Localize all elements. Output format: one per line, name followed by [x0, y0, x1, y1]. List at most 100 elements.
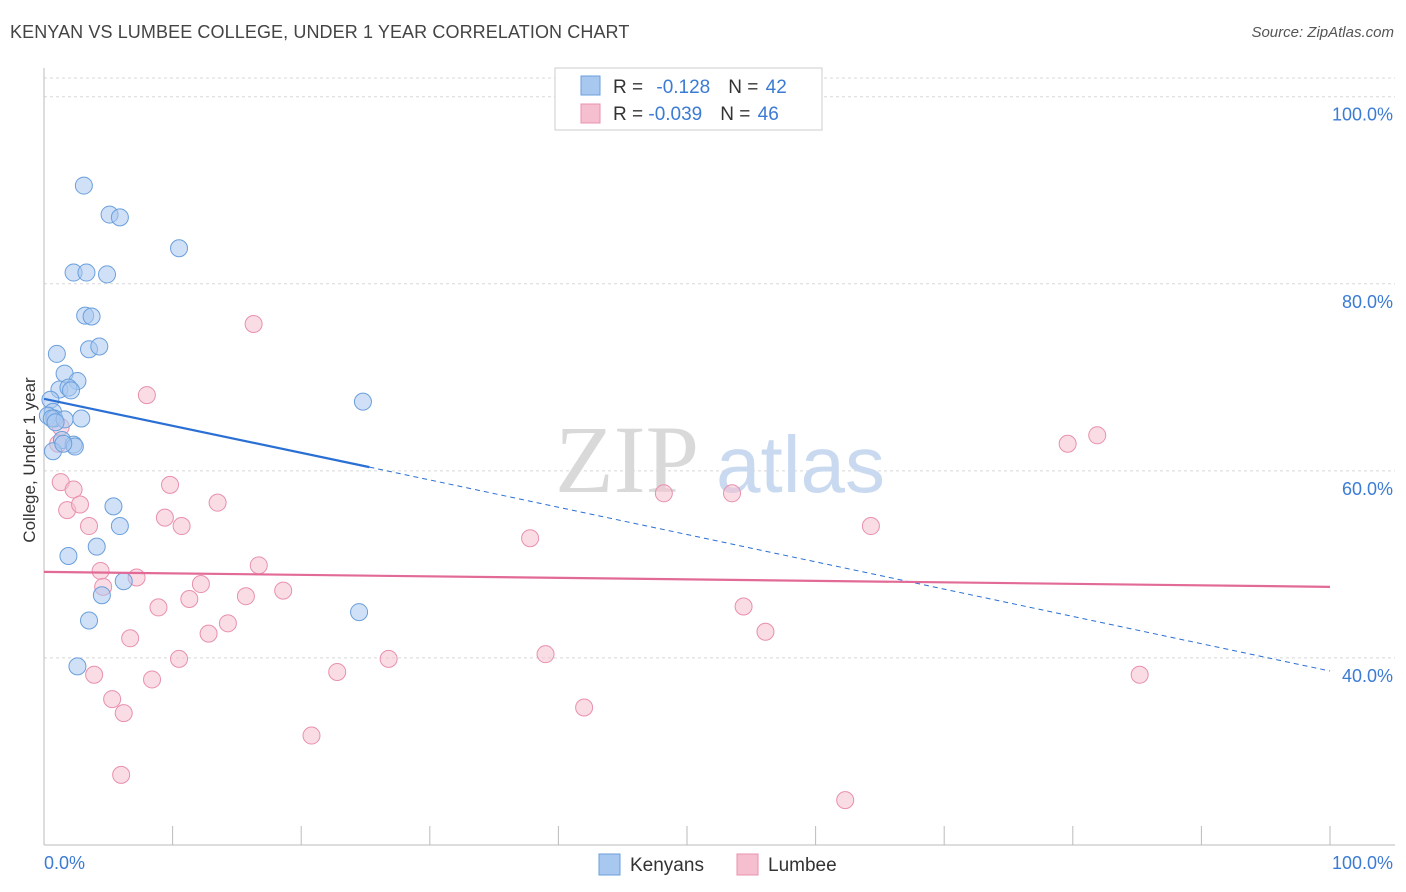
lumbee-point — [112, 765, 131, 784]
lumbee-point — [137, 386, 156, 405]
kenyans-point — [68, 657, 87, 676]
lumbee-point — [328, 662, 347, 681]
legend-n-label: N = — [728, 77, 763, 98]
lumbee-point — [143, 670, 162, 689]
kenyans-point — [98, 265, 117, 284]
legend-box: R = -0.128 N = 42 R = -0.039 N = 46 — [554, 67, 823, 131]
kenyans-point — [46, 413, 65, 432]
lumbee-point — [155, 508, 174, 527]
kenyans-series — [38, 176, 372, 676]
trend-lines — [43, 397, 1331, 672]
kenyans-point — [80, 611, 99, 630]
legend-r-value: -0.128 — [656, 77, 710, 98]
lumbee-point — [302, 726, 321, 745]
lumbee-point — [85, 665, 104, 684]
lumbee-series — [49, 315, 1149, 810]
kenyans-point — [104, 497, 123, 516]
kenyans-point — [77, 263, 96, 282]
legend-n-label: N = — [720, 104, 755, 125]
legend-swatch-lumbee — [580, 103, 601, 124]
y-tick-label: 100.0% — [1332, 105, 1393, 125]
kenyans-point — [74, 176, 93, 195]
kenyans-point — [353, 392, 372, 411]
kenyans-point — [87, 537, 106, 556]
kenyans-point — [110, 208, 129, 227]
kenyans-trend-extension — [369, 466, 1331, 672]
lumbee-point — [861, 517, 880, 536]
lumbee-point — [218, 614, 237, 633]
lumbee-point — [91, 561, 110, 580]
chart-title: KENYAN VS LUMBEE COLLEGE, UNDER 1 YEAR C… — [10, 22, 630, 42]
tick-labels: 40.0% 60.0% 80.0% 100.0% 0.0% 100.0% — [44, 105, 1393, 873]
legend-r-label: R = — [613, 77, 648, 98]
y-tick-label: 80.0% — [1342, 292, 1393, 312]
watermark: ZIP atlas — [555, 406, 885, 513]
lumbee-point — [236, 587, 255, 606]
y-axis-label: College, Under 1 year — [20, 377, 39, 543]
lumbee-point — [756, 622, 775, 641]
kenyans-point — [54, 434, 73, 453]
lumbee-point — [723, 484, 742, 503]
bottom-legend-swatch-lumbee — [736, 853, 759, 876]
x-tick-label: 0.0% — [44, 853, 85, 873]
legend-n-value: 42 — [766, 77, 787, 98]
axes — [43, 68, 1395, 846]
lumbee-point — [249, 556, 268, 575]
bottom-legend-kenyans: Kenyans — [630, 855, 704, 876]
gridlines — [44, 77, 1395, 659]
lumbee-point — [121, 629, 140, 648]
lumbee-point — [244, 315, 263, 334]
kenyans-trend-line — [43, 397, 370, 469]
lumbee-point — [170, 649, 189, 668]
legend-r-value: -0.039 — [648, 104, 702, 125]
lumbee-point — [80, 517, 99, 536]
kenyans-point — [82, 307, 101, 326]
kenyans-point — [92, 586, 111, 605]
lumbee-point — [379, 649, 398, 668]
lumbee-point — [180, 589, 199, 608]
watermark-zip: ZIP — [555, 406, 699, 513]
y-tick-label: 40.0% — [1342, 666, 1393, 686]
bottom-legend-swatch-kenyans — [598, 853, 621, 876]
lumbee-trend-line — [43, 570, 1331, 588]
lumbee-point — [191, 575, 210, 594]
lumbee-point — [274, 581, 293, 600]
bottom-legend: Kenyans Lumbee — [598, 853, 837, 876]
lumbee-point — [208, 493, 227, 512]
lumbee-point — [172, 517, 191, 536]
kenyans-point — [62, 381, 81, 400]
y-tick-label: 60.0% — [1342, 479, 1393, 499]
watermark-atlas: atlas — [716, 420, 885, 509]
kenyans-point — [170, 239, 189, 258]
lumbee-point — [1058, 434, 1077, 453]
lumbee-point — [521, 529, 540, 548]
kenyans-point — [47, 344, 66, 363]
bottom-legend-lumbee: Lumbee — [768, 855, 837, 876]
lumbee-point — [1130, 665, 1149, 684]
lumbee-point — [149, 598, 168, 617]
lumbee-point — [114, 704, 133, 723]
legend-n-value: 46 — [758, 104, 779, 125]
legend-r-label: R = — [613, 104, 648, 125]
lumbee-point — [103, 690, 122, 709]
kenyans-point — [110, 517, 129, 536]
x-tick-label: 100.0% — [1332, 853, 1393, 873]
kenyans-point — [90, 337, 109, 356]
lumbee-point — [71, 495, 90, 514]
kenyans-point — [114, 572, 133, 591]
lumbee-point — [734, 597, 753, 616]
lumbee-point — [64, 480, 83, 499]
kenyans-point — [350, 603, 369, 622]
source-label: Source: ZipAtlas.com — [1251, 24, 1394, 41]
kenyans-point — [59, 546, 78, 565]
lumbee-point — [575, 698, 594, 717]
lumbee-point — [161, 475, 180, 494]
lumbee-point — [654, 484, 673, 503]
lumbee-point — [536, 645, 555, 664]
lumbee-point — [1088, 426, 1107, 445]
kenyans-point — [72, 409, 91, 428]
lumbee-point — [836, 791, 855, 810]
